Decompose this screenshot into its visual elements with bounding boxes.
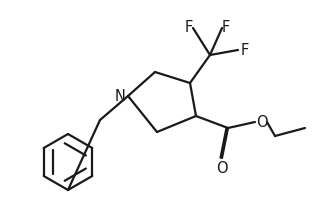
Text: F: F: [222, 20, 230, 35]
Text: O: O: [256, 114, 268, 130]
Text: F: F: [241, 42, 249, 57]
Text: F: F: [185, 20, 193, 35]
Text: O: O: [216, 161, 228, 176]
Text: N: N: [115, 88, 126, 103]
